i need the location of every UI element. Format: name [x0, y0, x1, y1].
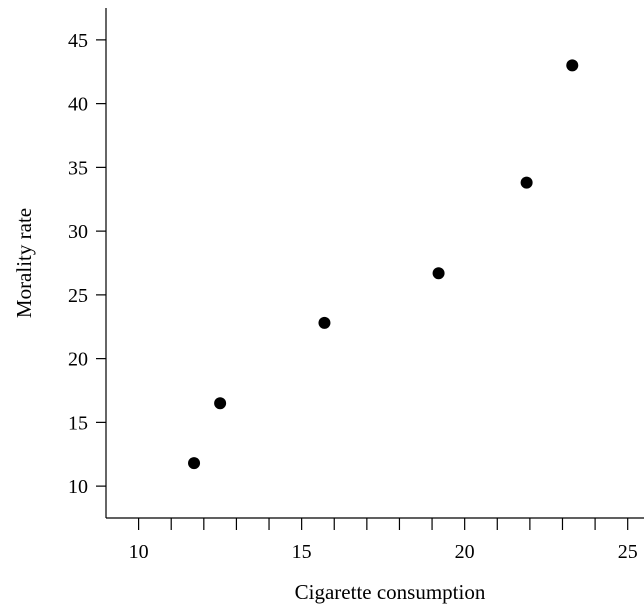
- x-axis: 10 15 20 25: [106, 517, 644, 563]
- y-tick-label: 45: [68, 30, 88, 52]
- x-tick-label: 20: [455, 541, 475, 563]
- x-tick-label: 25: [618, 541, 638, 563]
- data-point: [566, 59, 579, 72]
- y-tick-label: 15: [68, 412, 88, 434]
- x-tick-label: 10: [129, 541, 149, 563]
- x-tick-label: 15: [292, 541, 312, 563]
- y-tick-label: 10: [68, 476, 88, 498]
- data-point: [520, 176, 533, 189]
- y-tick-label: 25: [68, 285, 88, 307]
- y-tick-label: 40: [68, 94, 88, 116]
- y-tick-label: 20: [68, 349, 88, 371]
- data-point: [318, 316, 331, 329]
- data-point: [432, 267, 445, 280]
- x-axis-title: Cigarette consumption: [295, 580, 486, 604]
- y-axis: 10 15 20 25 30 35 40 45: [68, 8, 107, 518]
- y-tick-label: 30: [68, 221, 88, 243]
- data-point: [214, 397, 227, 410]
- data-point: [188, 457, 201, 470]
- y-axis-title: Morality rate: [12, 208, 36, 318]
- y-tick-label: 35: [68, 157, 88, 179]
- data-points: [188, 59, 579, 470]
